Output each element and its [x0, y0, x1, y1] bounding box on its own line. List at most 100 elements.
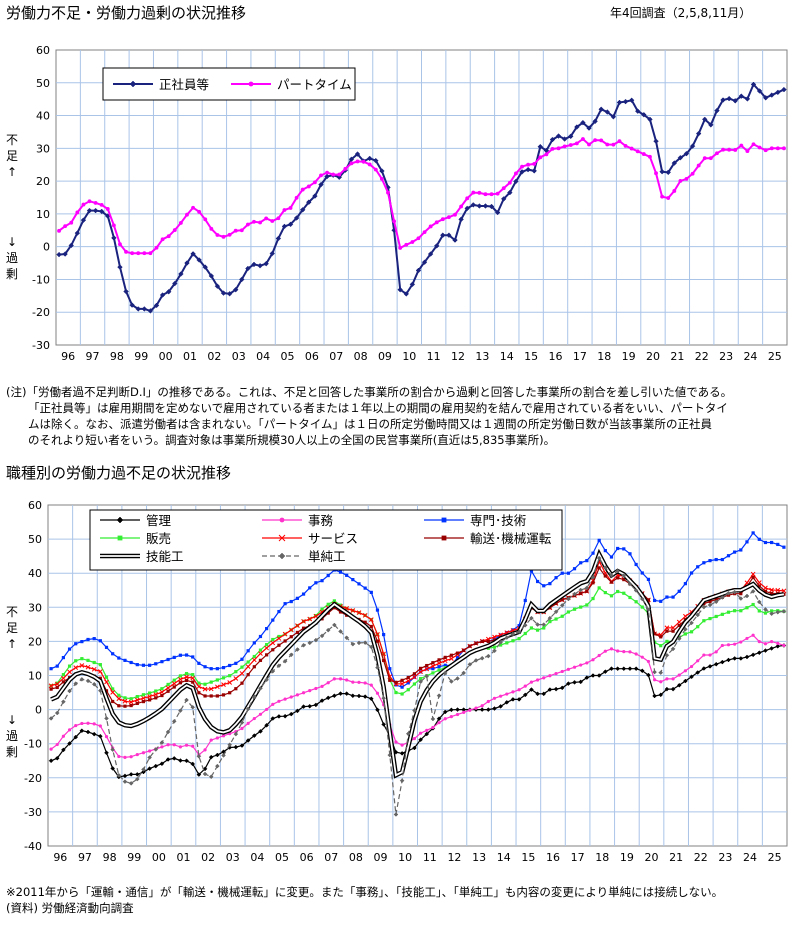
- data-point: [356, 640, 362, 646]
- data-point: [178, 674, 183, 678]
- data-point: [363, 620, 367, 624]
- data-point: [654, 171, 658, 176]
- data-point: [470, 202, 477, 208]
- data-point: [48, 716, 54, 721]
- data-point: [689, 143, 696, 149]
- data-point: [351, 680, 355, 684]
- data-point: [548, 619, 552, 624]
- x-tick-label: 14: [497, 851, 511, 864]
- data-point: [529, 687, 534, 692]
- data-point: [264, 216, 269, 221]
- data-point: [277, 699, 281, 703]
- data-point: [628, 650, 632, 654]
- data-point: [153, 692, 159, 697]
- data-point: [591, 581, 595, 585]
- data-point: [399, 681, 405, 687]
- data-point: [283, 697, 287, 701]
- data-point: [751, 531, 755, 535]
- data-point: [202, 264, 208, 270]
- data-point: [147, 308, 154, 314]
- data-point: [92, 637, 96, 641]
- data-point: [295, 630, 300, 635]
- data-point: [769, 92, 775, 98]
- data-point: [548, 582, 552, 586]
- x-tick-label: 11: [423, 851, 437, 864]
- data-point: [178, 676, 183, 682]
- data-point: [129, 697, 133, 701]
- data-point: [476, 203, 483, 209]
- data-point: [596, 673, 602, 678]
- data-point: [726, 95, 732, 102]
- data-point: [79, 663, 85, 668]
- data-point: [184, 674, 189, 680]
- chart1-notes: (注)「労働者過不足判断D.I」の推移である。これは、不足と回答した事業所の割合…: [6, 384, 732, 448]
- data-point: [745, 540, 749, 544]
- data-point: [98, 663, 102, 667]
- data-point: [628, 595, 632, 600]
- data-point: [485, 707, 491, 712]
- y-tick-label: 40: [36, 110, 50, 123]
- data-point: [97, 688, 103, 693]
- data-point: [252, 665, 256, 669]
- data-point: [400, 678, 404, 682]
- data-point: [379, 177, 384, 181]
- data-point: [227, 742, 233, 748]
- data-point: [468, 644, 472, 648]
- data-point: [616, 649, 620, 653]
- data-point: [122, 773, 128, 779]
- data-point: [117, 264, 123, 270]
- data-point: [80, 657, 84, 661]
- data-point: [566, 667, 570, 671]
- data-point: [258, 728, 263, 734]
- data-point: [400, 685, 404, 689]
- data-point: [483, 192, 488, 197]
- x-tick-label: 07: [324, 851, 338, 864]
- data-point: [308, 586, 312, 590]
- data-point: [418, 737, 423, 743]
- x-tick-label: 99: [134, 350, 148, 363]
- data-point: [319, 698, 325, 704]
- data-point: [550, 146, 555, 151]
- data-point: [240, 681, 244, 685]
- data-point: [345, 573, 349, 577]
- data-point: [437, 665, 441, 669]
- data-point: [670, 625, 676, 631]
- data-point: [556, 146, 561, 151]
- data-point: [324, 173, 330, 180]
- data-point: [87, 199, 92, 204]
- data-point: [320, 579, 324, 583]
- data-point: [117, 704, 121, 708]
- data-point: [227, 680, 233, 685]
- data-point: [683, 678, 688, 684]
- data-point: [160, 693, 164, 698]
- data-point: [276, 216, 281, 221]
- data-point: [67, 741, 72, 746]
- series-line-単純工: [50, 556, 784, 815]
- data-point: [111, 223, 116, 228]
- data-point: [511, 639, 515, 643]
- data-point: [611, 142, 616, 147]
- data-point: [443, 663, 447, 667]
- data-point: [572, 607, 577, 611]
- data-point: [579, 591, 583, 596]
- data-point: [683, 669, 687, 673]
- data-point: [73, 665, 79, 670]
- data-point: [739, 609, 743, 613]
- x-tick-label: 00: [152, 851, 166, 864]
- data-point: [442, 658, 448, 664]
- data-point: [492, 648, 497, 654]
- data-point: [367, 162, 372, 167]
- data-point: [726, 554, 731, 558]
- x-tick-label: 10: [402, 350, 416, 363]
- data-point: [701, 604, 707, 610]
- data-point: [547, 687, 553, 692]
- note-line: ※2011年から「運輸・通信」が「輸送・機械運転」に変更。また「事務」、「技能工…: [6, 885, 724, 899]
- data-point: [275, 235, 282, 242]
- data-point: [313, 702, 319, 708]
- x-tick-label: 07: [329, 350, 343, 363]
- x-tick-label: 18: [595, 851, 609, 864]
- data-point: [278, 552, 286, 560]
- x-tick-label: 17: [573, 350, 587, 363]
- data-point: [529, 626, 534, 630]
- x-tick-label: 21: [669, 851, 683, 864]
